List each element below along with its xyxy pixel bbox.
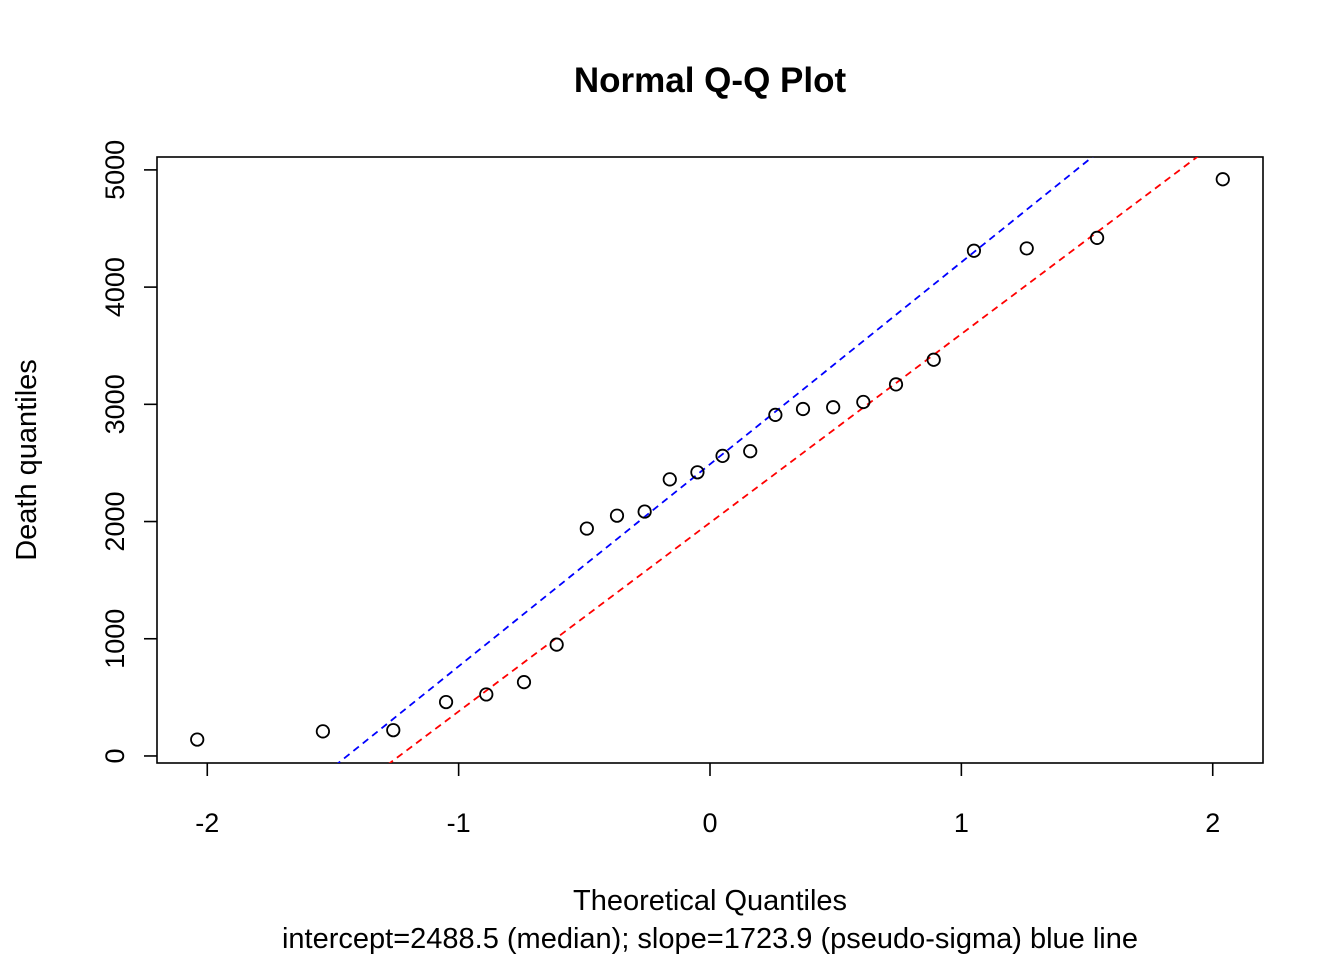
data-point (315, 724, 330, 739)
reference-line (388, 157, 1199, 763)
x-tick-label: 0 (702, 808, 717, 838)
data-point (743, 444, 758, 459)
x-tick-label: 1 (954, 808, 969, 838)
data-point (1019, 241, 1034, 256)
data-point (690, 465, 705, 480)
data-point (516, 675, 532, 690)
x-tick-label: -1 (447, 808, 471, 838)
y-tick-label: 3000 (100, 374, 130, 434)
data-point (579, 521, 594, 536)
data-point (637, 504, 652, 519)
data-point (926, 352, 941, 367)
data-point (768, 407, 783, 422)
x-tick-label: -2 (195, 808, 219, 838)
data-point (662, 472, 677, 487)
plot-layer: -2 -1 0 1 2 0 1000 2000 3000 4000 5000 (100, 140, 1264, 838)
data-point (609, 508, 625, 523)
y-tick-label: 2000 (100, 491, 130, 551)
plot-frame (156, 156, 1264, 764)
data-point (795, 401, 811, 417)
data-point (190, 732, 205, 747)
x-tick-label: 2 (1205, 808, 1220, 838)
y-axis-label: Death quantiles (11, 359, 43, 561)
x-axis-sublabel: intercept=2488.5 (median); slope=1723.9 … (282, 923, 1138, 955)
y-tick-label: 0 (100, 748, 130, 763)
data-point (1215, 172, 1230, 187)
y-tick-label: 5000 (100, 140, 130, 200)
data-point (856, 394, 871, 410)
data-point (438, 694, 454, 710)
data-point (715, 448, 730, 463)
data-point (386, 723, 401, 738)
data-point (479, 687, 494, 702)
data-point (549, 637, 564, 652)
reference-line (336, 157, 1094, 763)
data-point (966, 243, 982, 258)
data-point (826, 400, 841, 415)
data-point (888, 377, 904, 392)
y-tick-label: 1000 (100, 609, 130, 669)
y-tick-label: 4000 (100, 257, 130, 317)
data-point (1090, 230, 1105, 245)
chart-title: Normal Q-Q Plot (574, 61, 847, 100)
x-axis-label: Theoretical Quantiles (573, 885, 847, 917)
